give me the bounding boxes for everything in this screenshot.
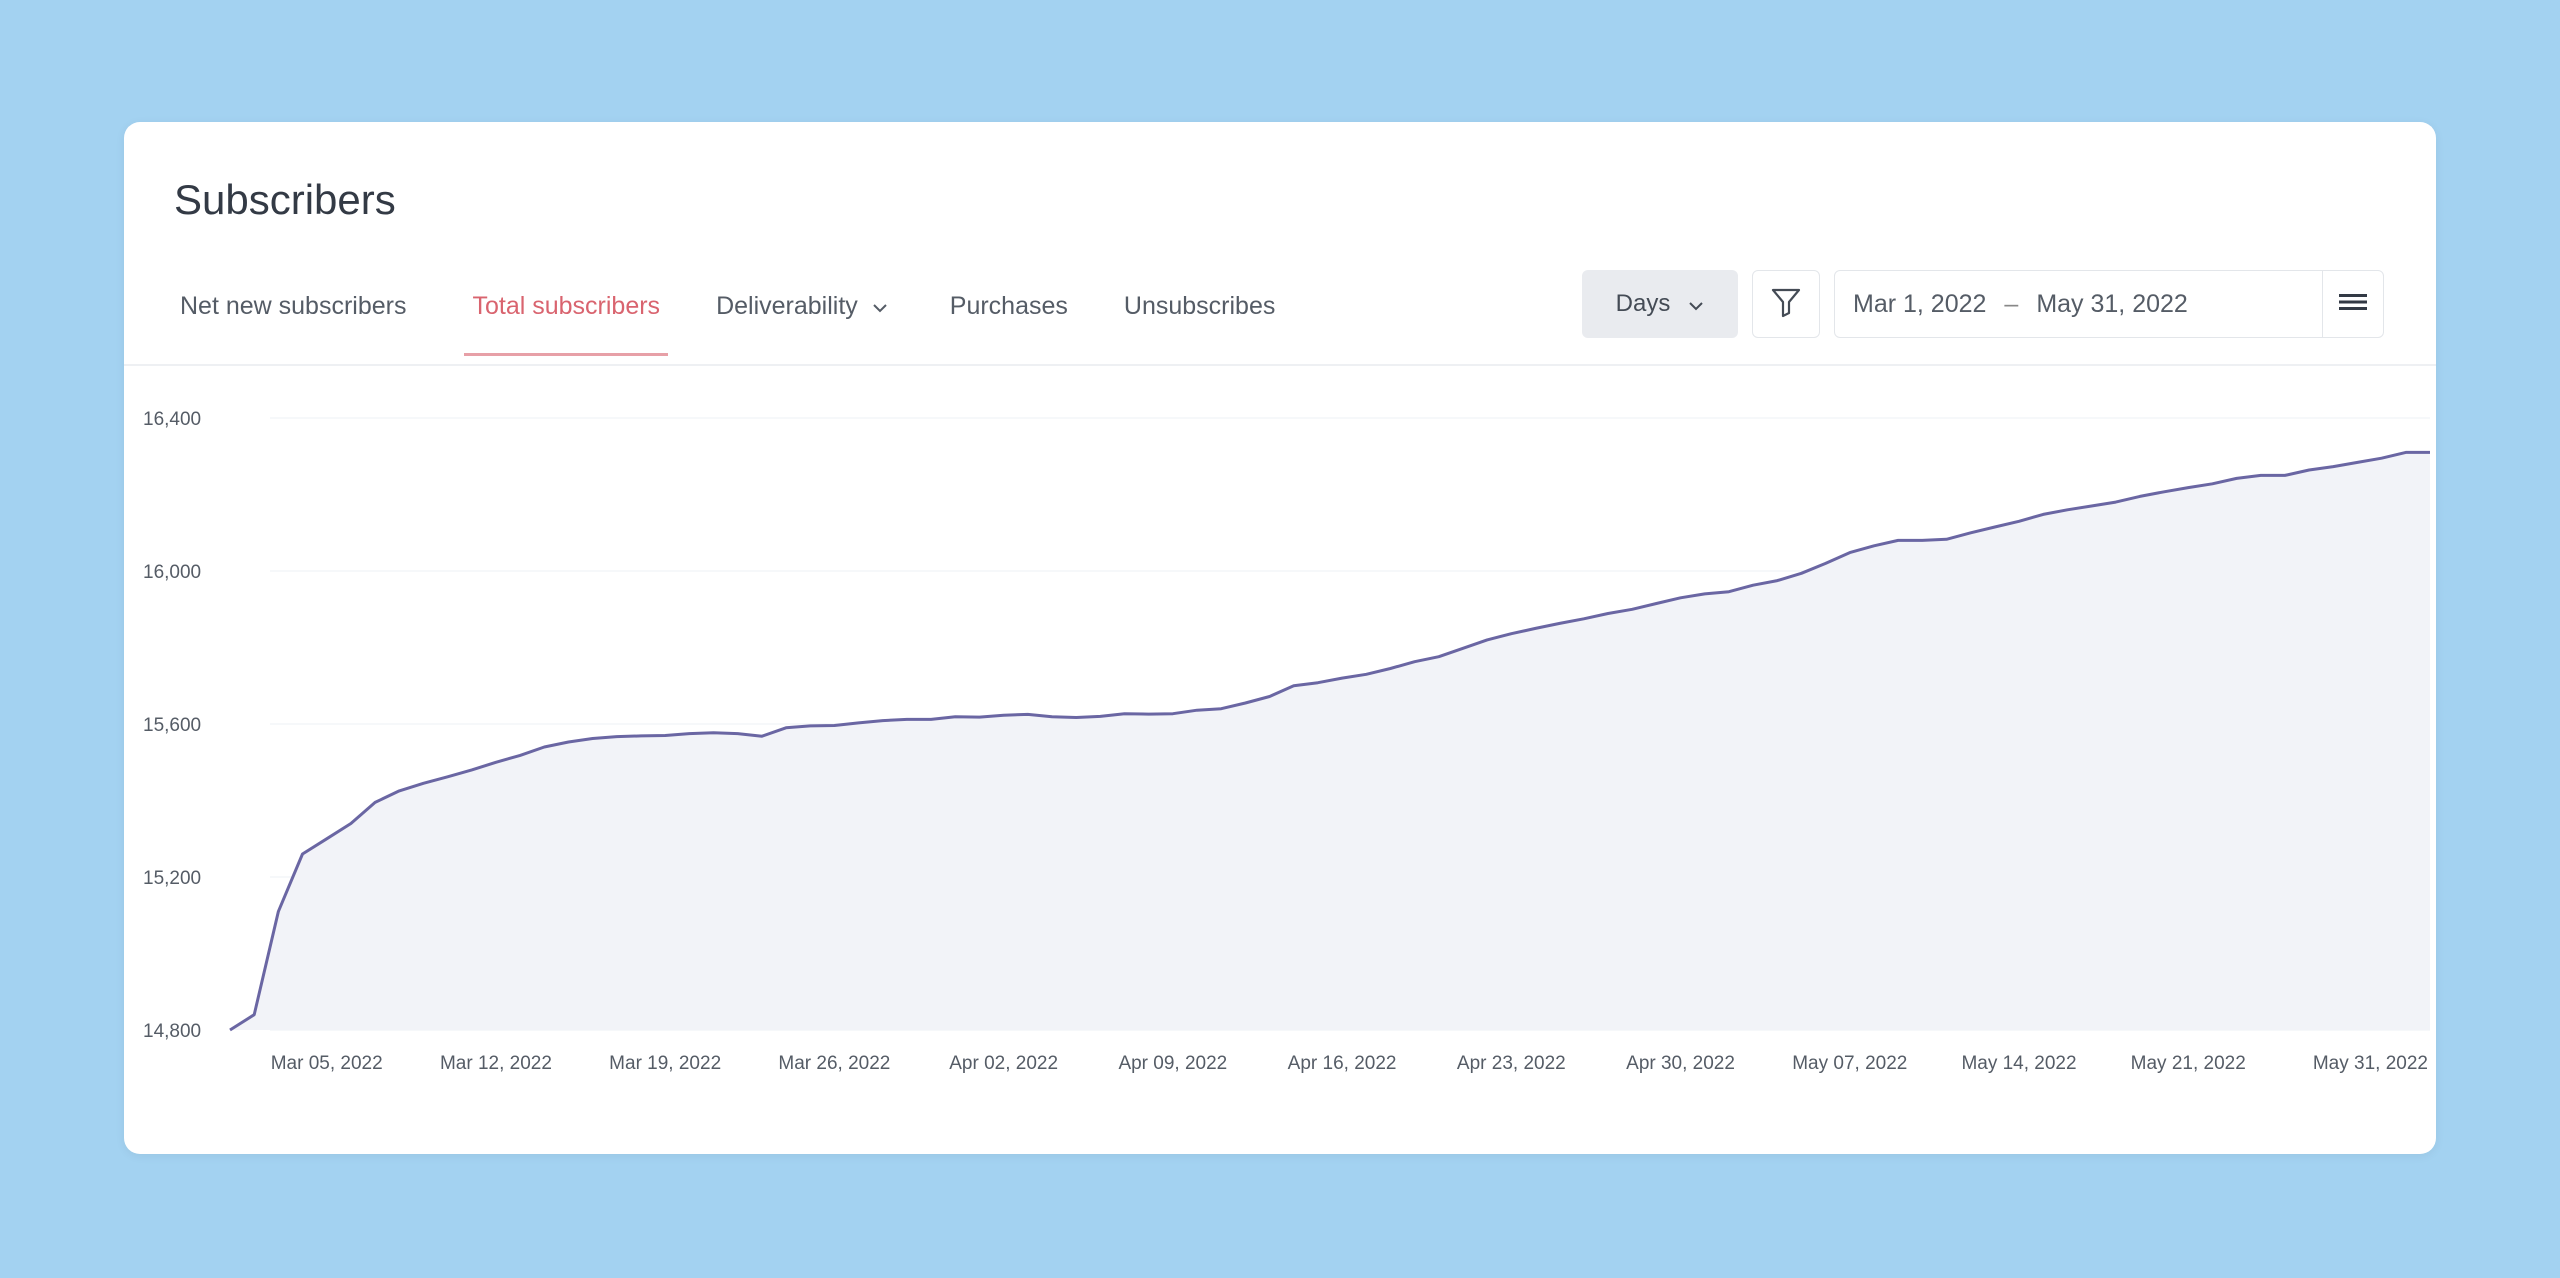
y-tick-label: 14,800	[143, 1021, 201, 1042]
page-title: Subscribers	[174, 176, 396, 223]
total-subscribers-chart: 16,400 16,000 15,600 15,200 14,800 Mar 05, 20…	[143, 409, 2430, 1074]
tab-label: Unsubscribes	[1123, 292, 1276, 320]
y-tick-label: 16,400	[143, 409, 201, 430]
granularity-value: Days	[1615, 290, 1671, 317]
date-separator: –	[2004, 289, 2019, 318]
tab-total-subscribers[interactable]: Total subscribers	[464, 272, 669, 368]
hamburger-menu-icon	[2339, 292, 2367, 317]
tab-label: Deliverability	[716, 292, 858, 320]
date-range-text[interactable]: Mar 1, 2022 – May 31, 2022	[1835, 290, 2322, 319]
series-area	[230, 452, 2430, 1030]
x-tick-label: Apr 02, 2022	[949, 1053, 1058, 1074]
date-start: Mar 1, 2022	[1853, 289, 1987, 318]
tab-deliverability[interactable]: Deliverability	[716, 272, 888, 368]
x-tick-label: Apr 30, 2022	[1626, 1053, 1735, 1074]
x-tick-label: May 14, 2022	[1961, 1053, 2076, 1074]
tab-label: Purchases	[949, 292, 1068, 320]
tab-net-new-subscribers[interactable]: Net new subscribers	[180, 272, 406, 368]
tab-label: Total subscribers	[472, 292, 661, 320]
granularity-select[interactable]: Days	[1582, 270, 1738, 338]
x-tick-label: Mar 12, 2022	[440, 1053, 552, 1074]
filter-button[interactable]	[1752, 270, 1820, 338]
subscribers-card: Subscribers Net new subscribers Total su…	[124, 122, 2436, 1154]
series-line	[229, 450, 2430, 1032]
x-tick-label: May 31, 2022	[2313, 1053, 2428, 1074]
tab-purchases[interactable]: Purchases	[950, 272, 1068, 368]
y-tick-label: 16,000	[143, 562, 201, 583]
y-tick-label: 15,200	[143, 868, 201, 889]
x-tick-label: May 21, 2022	[2131, 1053, 2246, 1074]
x-tick-label: Mar 19, 2022	[609, 1053, 721, 1074]
x-tick-label: Apr 09, 2022	[1118, 1053, 1227, 1074]
date-range-picker[interactable]: Mar 1, 2022 – May 31, 2022	[1834, 270, 2384, 338]
x-tick-label: May 07, 2022	[1792, 1053, 1907, 1074]
menu-button[interactable]	[2322, 271, 2383, 337]
chevron-down-icon	[872, 272, 888, 340]
chevron-down-icon	[1688, 290, 1704, 318]
chart-controls: Days Mar 1, 2022 – May 31, 2022	[1582, 270, 2384, 338]
tab-label: Net new subscribers	[180, 292, 407, 320]
tab-unsubscribes[interactable]: Unsubscribes	[1124, 272, 1275, 368]
tab-bar: Net new subscribers Total subscribers De…	[180, 272, 1275, 368]
y-tick-label: 15,600	[143, 715, 201, 736]
x-tick-label: Apr 16, 2022	[1288, 1053, 1397, 1074]
x-tick-label: Apr 23, 2022	[1457, 1053, 1566, 1074]
tabs-divider	[124, 364, 2436, 366]
filter-icon	[1769, 285, 1803, 324]
x-tick-label: Mar 05, 2022	[271, 1053, 383, 1074]
x-tick-label: Mar 26, 2022	[778, 1053, 890, 1074]
active-tab-underline	[464, 353, 669, 356]
date-end: May 31, 2022	[2036, 289, 2188, 318]
